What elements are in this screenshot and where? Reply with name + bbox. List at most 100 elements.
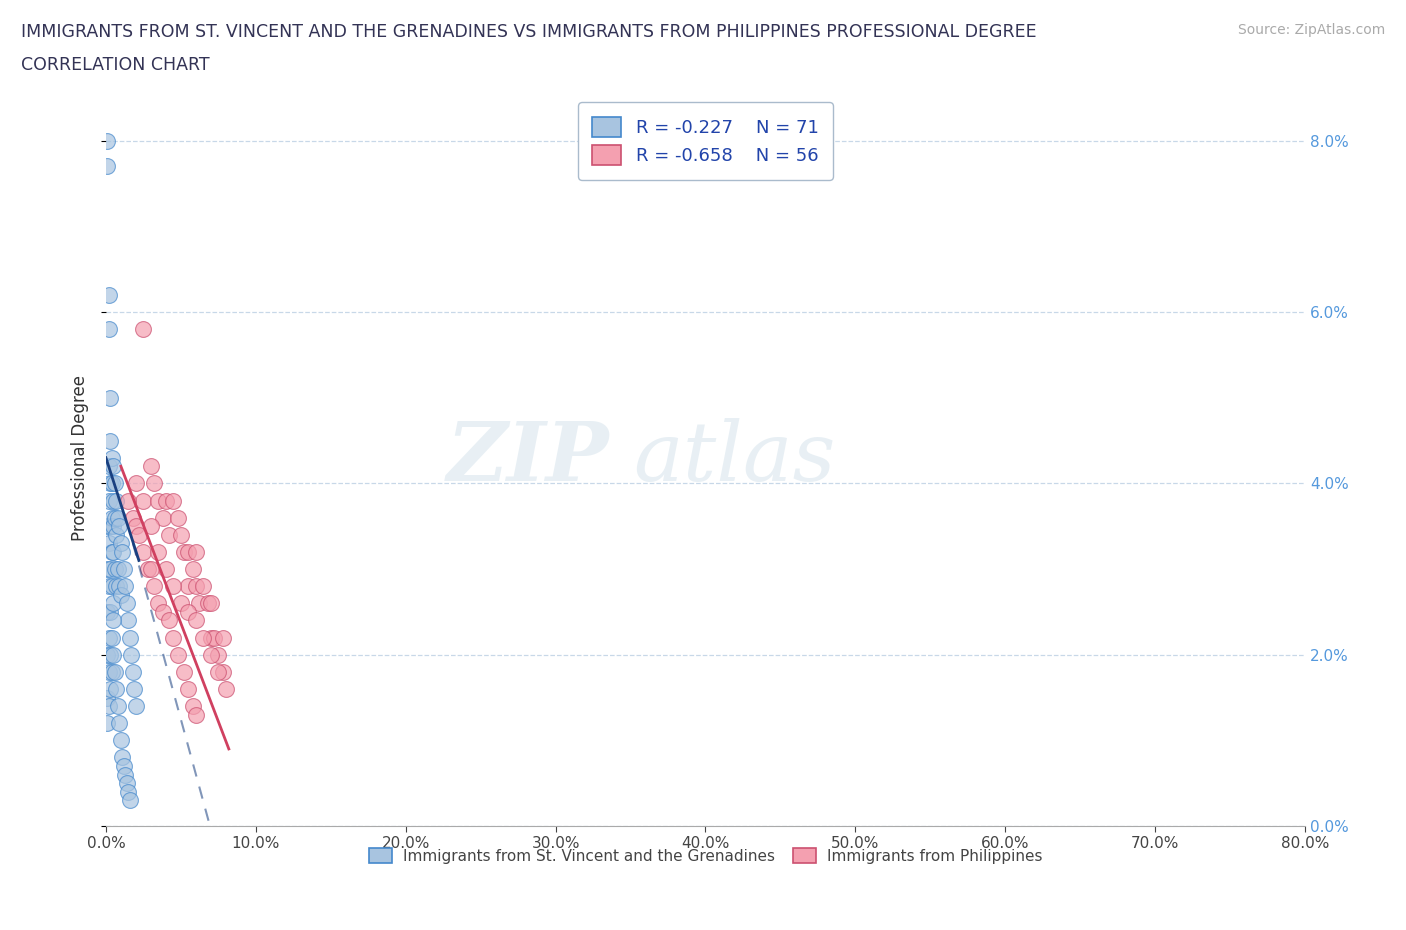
Point — [132, 493, 155, 508]
Point — [103, 519, 125, 534]
Point — [104, 511, 127, 525]
Point — [101, 476, 124, 491]
Point — [155, 562, 177, 577]
Point — [100, 562, 122, 577]
Point — [100, 476, 122, 491]
Point — [96, 159, 118, 174]
Point — [101, 631, 124, 645]
Point — [162, 631, 184, 645]
Point — [96, 604, 118, 619]
Point — [173, 664, 195, 679]
Point — [108, 716, 131, 731]
Point — [108, 578, 131, 593]
Point — [107, 511, 129, 525]
Point — [177, 604, 200, 619]
Point — [112, 562, 135, 577]
Point — [105, 527, 128, 542]
Point — [111, 544, 134, 559]
Point — [162, 493, 184, 508]
Point — [117, 784, 139, 799]
Point — [142, 578, 165, 593]
Point — [142, 476, 165, 491]
Point — [105, 682, 128, 697]
Point — [114, 578, 136, 593]
Point — [97, 698, 120, 713]
Point — [100, 519, 122, 534]
Point — [112, 759, 135, 774]
Point — [111, 751, 134, 765]
Point — [162, 578, 184, 593]
Point — [197, 596, 219, 611]
Point — [152, 604, 174, 619]
Point — [97, 631, 120, 645]
Point — [103, 596, 125, 611]
Point — [125, 698, 148, 713]
Point — [100, 647, 122, 662]
Point — [97, 664, 120, 679]
Point — [110, 588, 132, 603]
Point — [124, 682, 146, 697]
Point — [118, 631, 141, 645]
Point — [177, 682, 200, 697]
Point — [96, 716, 118, 731]
Point — [118, 793, 141, 808]
Point — [110, 536, 132, 551]
Point — [181, 698, 204, 713]
Point — [148, 493, 170, 508]
Point — [207, 647, 229, 662]
Point — [170, 527, 193, 542]
Legend: Immigrants from St. Vincent and the Grenadines, Immigrants from Philippines: Immigrants from St. Vincent and the Gren… — [363, 842, 1047, 870]
Point — [177, 578, 200, 593]
Point — [101, 664, 124, 679]
Point — [125, 476, 148, 491]
Point — [101, 578, 124, 593]
Point — [166, 647, 188, 662]
Point — [104, 664, 127, 679]
Point — [96, 133, 118, 148]
Point — [107, 562, 129, 577]
Text: atlas: atlas — [634, 418, 837, 498]
Y-axis label: Professional Degree: Professional Degree — [72, 375, 89, 540]
Point — [157, 527, 180, 542]
Point — [200, 631, 222, 645]
Point — [100, 682, 122, 697]
Point — [100, 433, 122, 448]
Point — [120, 647, 142, 662]
Point — [193, 631, 215, 645]
Point — [181, 562, 204, 577]
Point — [105, 493, 128, 508]
Point — [97, 536, 120, 551]
Point — [139, 562, 162, 577]
Point — [97, 578, 120, 593]
Point — [193, 578, 215, 593]
Text: CORRELATION CHART: CORRELATION CHART — [21, 56, 209, 73]
Point — [173, 544, 195, 559]
Point — [139, 519, 162, 534]
Point — [103, 613, 125, 628]
Point — [101, 511, 124, 525]
Point — [155, 493, 177, 508]
Point — [117, 493, 139, 508]
Point — [184, 613, 207, 628]
Point — [207, 664, 229, 679]
Point — [108, 519, 131, 534]
Point — [97, 322, 120, 337]
Point — [103, 544, 125, 559]
Point — [184, 707, 207, 722]
Point — [115, 776, 138, 790]
Point — [187, 596, 209, 611]
Point — [100, 604, 122, 619]
Point — [132, 544, 155, 559]
Point — [128, 527, 150, 542]
Point — [96, 647, 118, 662]
Point — [115, 596, 138, 611]
Point — [122, 664, 145, 679]
Point — [100, 391, 122, 405]
Point — [122, 511, 145, 525]
Text: ZIP: ZIP — [447, 418, 610, 498]
Point — [184, 578, 207, 593]
Point — [104, 476, 127, 491]
Point — [132, 322, 155, 337]
Point — [215, 682, 238, 697]
Point — [96, 690, 118, 705]
